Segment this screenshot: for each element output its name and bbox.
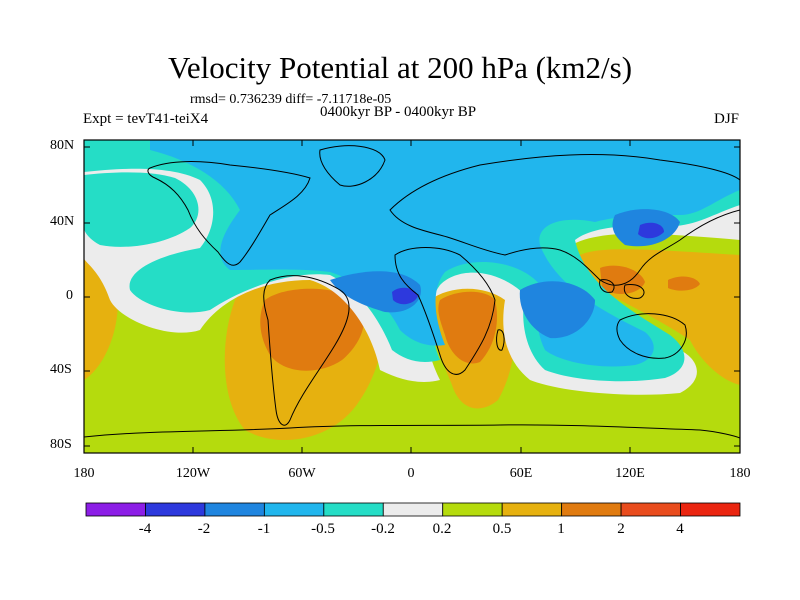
lat-label-80s: 80S <box>50 437 72 452</box>
colorbar-label: -1 <box>257 521 271 537</box>
colorbar-label: -0.5 <box>311 521 335 537</box>
lat-ticks <box>84 146 740 447</box>
lon-label-180e: 180 <box>729 466 751 481</box>
lon-label-60e: 60E <box>509 466 533 481</box>
colorbar-box <box>501 502 563 517</box>
colorbar-label: 1 <box>557 521 565 537</box>
lat-label-80n: 80N <box>50 138 75 153</box>
lat-label-0: 0 <box>66 288 73 303</box>
map-title: Velocity Potential at 200 hPa (km2/s) <box>167 50 633 85</box>
colorbar-box <box>263 502 325 517</box>
colorbar-box <box>620 502 681 517</box>
lon-label-0: 0 <box>407 466 415 481</box>
colorbar-box <box>85 502 146 517</box>
colorbar-label: 2 <box>617 521 625 537</box>
colorbar-box <box>323 502 384 517</box>
season-label: DJF <box>713 111 739 127</box>
lon-label-120e: 120E <box>615 466 645 481</box>
colorbar-label: 4 <box>676 521 684 537</box>
lon-ticks <box>83 140 741 453</box>
colorbar-label: 0.5 <box>492 521 512 537</box>
lon-label-120w: 120W <box>175 466 211 481</box>
period-label: 0400kyr BP - 0400kyr BP <box>320 104 477 120</box>
lat-label-40n: 40N <box>50 214 75 229</box>
colorbar-label: 0.2 <box>432 521 452 537</box>
colorbar-box <box>561 502 622 517</box>
lon-label-180w: 180 <box>73 466 95 481</box>
stats-text: rmsd= 0.736239 diff= -7.11718e-05 <box>190 92 392 107</box>
colorbar-box <box>204 502 265 517</box>
colorbar-box <box>680 502 741 517</box>
map-field <box>84 140 740 453</box>
colorbar-label: -4 <box>138 521 152 537</box>
lon-label-60w: 60W <box>288 466 316 481</box>
colorbar-box <box>382 502 444 517</box>
colorbar-box <box>442 502 503 517</box>
colorbar <box>85 502 741 517</box>
experiment-label: Expt = tevT41-teiX4 <box>83 111 209 127</box>
colorbar-label: -0.2 <box>371 521 395 537</box>
colorbar-box <box>145 502 206 517</box>
lat-label-40s: 40S <box>50 362 72 377</box>
colorbar-label: -2 <box>197 521 211 537</box>
